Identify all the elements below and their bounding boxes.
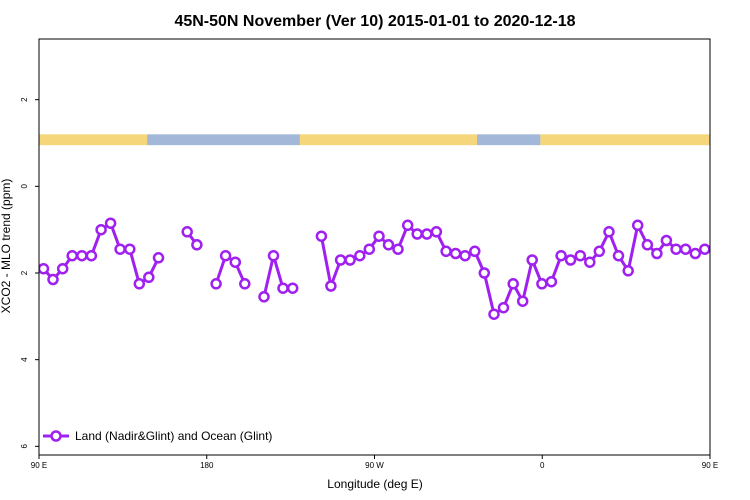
data-point [191,239,203,251]
strip-segment-land-4 [540,134,710,146]
data-point [143,271,155,284]
data-point [56,262,69,275]
data-point [114,243,126,255]
x-axis-ticks: 90 E 180 90 W 0 90 E [31,455,718,470]
data-point [354,249,366,262]
data-point [449,247,462,260]
data-point [373,230,385,242]
strip-segment-land-2 [299,134,478,146]
data-point [411,228,423,240]
data-point [85,249,98,262]
data-point [679,243,692,255]
data-point [526,254,538,266]
data-point [382,239,395,251]
legend-marker [50,430,62,442]
data-point [124,243,136,255]
data-point [516,295,529,307]
data-point [229,256,242,268]
strip-segment-ocean-1 [147,134,300,146]
data-point [469,245,481,258]
chart-title: 45N-50N November (Ver 10) 2015-01-01 to … [174,13,575,30]
data-point [104,217,117,229]
data-point [488,308,500,320]
data-point [670,243,682,255]
x-tick-label: 90 E [31,461,47,470]
x-tick-label: 0 [540,461,545,470]
data-point [133,278,146,290]
x-tick-label: 180 [200,461,214,470]
data-point [152,252,165,264]
data-point [622,265,634,277]
data-point [612,249,625,262]
x-tick-label: 90 E [702,461,718,470]
data-point [334,254,347,266]
data-point [210,278,222,290]
data-point [401,219,414,232]
data-point [497,301,510,314]
data-point [536,278,548,290]
data-point [574,249,587,262]
series-line [319,223,710,316]
data-point [545,275,558,288]
data-point [507,278,519,290]
y-axis-ticks: 2 0 2 4 6 [20,97,39,449]
data-point [459,249,471,262]
data-point [603,226,615,238]
strip-segment-land-0 [39,134,148,146]
y-tick-label: 0 [20,184,29,189]
data-point [392,243,404,255]
data-point [39,262,50,275]
data-point [689,247,702,260]
x-tick-label: 90 W [365,461,384,470]
data-point [76,249,88,262]
data-point [286,282,299,294]
data-point [430,226,443,238]
legend: Land (Nadir&Glint) and Ocean (Glint) [43,429,272,443]
data-point [219,249,232,262]
y-tick-label: 6 [20,444,29,449]
data-point [555,249,567,262]
data-point [651,247,663,260]
land-ocean-strip [39,134,710,146]
data-point [325,280,337,292]
y-tick-label: 2 [20,97,29,102]
data-point [440,245,452,258]
y-axis-label: XCO2 - MLO trend (ppm) [0,179,13,314]
legend-label: Land (Nadir&Glint) and Ocean (Glint) [75,429,272,443]
data-point [95,223,107,236]
data-point [363,243,376,255]
data-point [277,282,289,294]
x-axis-label: Longitude (deg E) [327,477,422,491]
data-point [631,219,644,232]
data-point [239,278,251,290]
data-point [660,234,673,247]
data-point [344,254,356,266]
data-point [478,267,491,279]
data-point [315,230,328,242]
data-point [641,239,654,251]
series-line [214,254,247,285]
series-layer [39,217,710,320]
data-point [564,254,577,266]
data-point [267,249,280,262]
y-tick-label: 4 [20,357,29,362]
y-tick-label: 2 [20,270,29,275]
data-point [66,249,78,262]
data-point [699,243,710,255]
data-point [593,245,606,258]
data-point [258,291,270,303]
data-point [584,256,596,268]
data-point [47,273,59,286]
data-point [181,226,193,238]
data-point [421,228,433,240]
strip-segment-ocean-3 [477,134,541,146]
